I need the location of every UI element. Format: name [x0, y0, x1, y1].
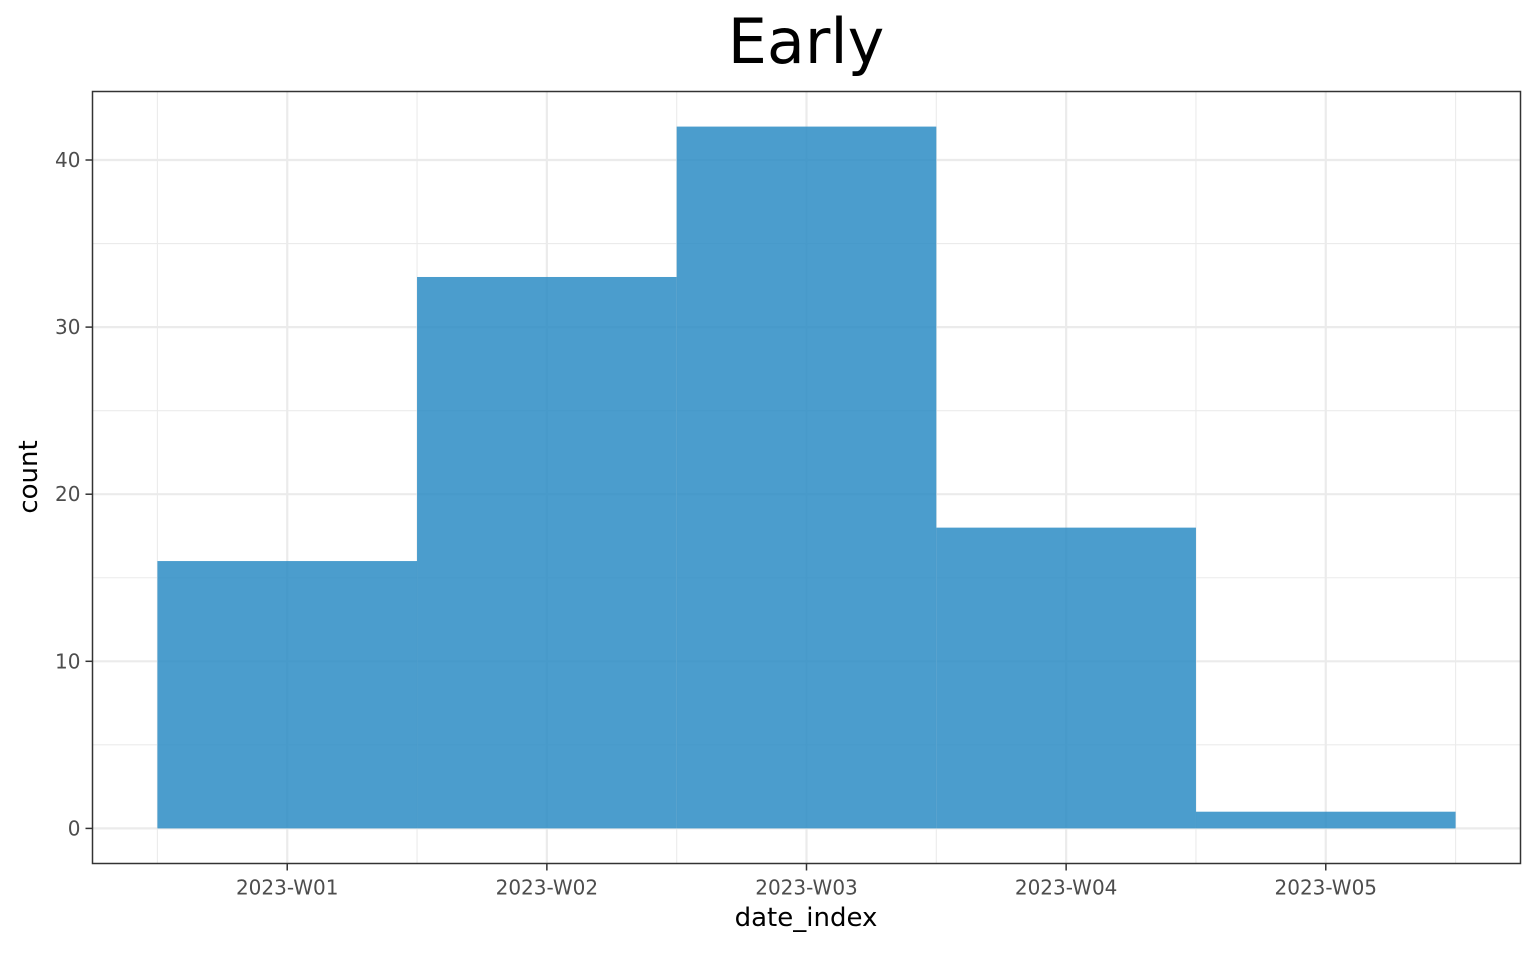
x-tick-label: 2023-W04 [1015, 876, 1118, 900]
histogram-bar-2023-w04 [936, 527, 1196, 829]
y-tick-label: 10 [55, 649, 80, 673]
y-axis-title: count [14, 440, 44, 513]
x-tick-label: 2023-W05 [1275, 876, 1378, 900]
ticks-layer: 0 10 20 30 40 2023-W01 2023-W02 2023-W03 2023-W0… [55, 148, 1377, 899]
histogram-bar-2023-w03 [676, 126, 937, 829]
y-tick-label: 0 [68, 816, 81, 840]
histogram-bar-2023-w05 [1195, 811, 1456, 829]
y-tick-label: 30 [55, 315, 80, 339]
y-tick-label: 40 [55, 148, 80, 172]
x-axis-title: date_index [735, 903, 878, 933]
histogram-bar-2023-w01 [157, 561, 418, 829]
x-tick-label: 2023-W03 [755, 876, 858, 900]
histogram-bar-2023-w02 [417, 276, 677, 829]
x-tick-label: 2023-W01 [236, 876, 339, 900]
bars-layer [157, 126, 1456, 829]
chart-title: Early [728, 5, 885, 78]
y-tick-label: 20 [55, 482, 80, 506]
x-tick-label: 2023-W02 [496, 876, 599, 900]
